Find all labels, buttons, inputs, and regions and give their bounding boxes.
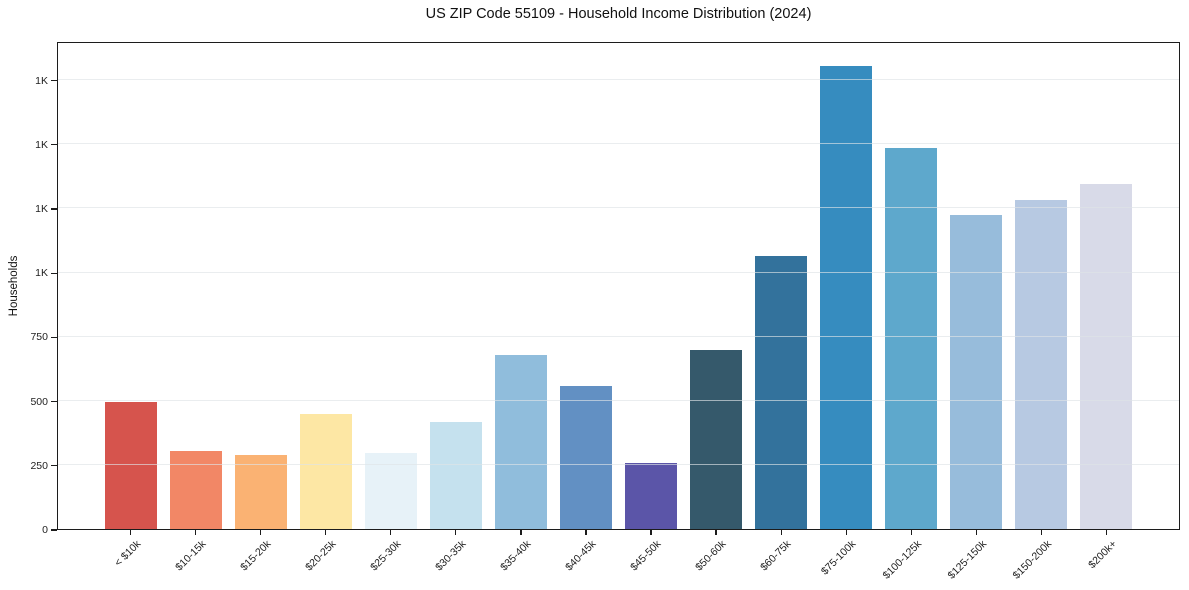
- x-tick-mark: [780, 530, 782, 535]
- x-tick-mark: [260, 530, 262, 535]
- bar-10: [689, 349, 742, 529]
- bar-slot: [294, 43, 359, 529]
- y-tick-label: 1K: [35, 267, 48, 280]
- y-tick-mark: [51, 465, 57, 467]
- bar-slot: [748, 43, 813, 529]
- bar-slot: [1073, 43, 1138, 529]
- x-tick-label: $125-150k: [945, 538, 989, 582]
- y-tick-label: 750: [30, 331, 48, 344]
- x-tick-label: $30-35k: [432, 538, 469, 574]
- x-tick-mark: [194, 530, 197, 535]
- y-tick-label: 1K: [35, 138, 48, 151]
- x-tick-label: $35-40k: [498, 538, 534, 574]
- y-axis-label: Households: [8, 255, 20, 317]
- bar-8: [560, 385, 613, 529]
- y-tick-mark: [51, 79, 57, 82]
- x-tick-label: $40-45k: [563, 538, 599, 574]
- bar-slot: [424, 43, 489, 529]
- x-tick-label: $50-60k: [693, 538, 729, 574]
- bar-11: [754, 255, 807, 529]
- x-tick-mark: [455, 530, 457, 535]
- y-tick-label: 500: [30, 395, 48, 408]
- bar-5: [365, 452, 418, 529]
- bar-slot: [619, 43, 684, 529]
- bar-slot: [943, 43, 1008, 529]
- bar-slot: [359, 43, 424, 529]
- x-tick-mark: [520, 530, 522, 535]
- bar-4: [300, 414, 353, 529]
- bar-1: [105, 401, 158, 529]
- x-tick-label: $60-75k: [758, 538, 794, 574]
- bar-15: [1014, 200, 1067, 529]
- x-tick-mark: [129, 530, 132, 535]
- bar-slot: [554, 43, 619, 529]
- x-tick-mark: [585, 530, 587, 535]
- chart-title: US ZIP Code 55109 - Household Income Dis…: [425, 6, 812, 22]
- x-tick-mark: [910, 530, 912, 535]
- y-tick-mark: [51, 144, 57, 146]
- x-tick-label: < $10k: [111, 538, 143, 569]
- plot-area: [57, 42, 1180, 530]
- bars-row: [58, 43, 1179, 529]
- bar-slot: [683, 43, 748, 529]
- bar-9: [624, 463, 677, 529]
- y-tick-label: 250: [30, 459, 48, 472]
- x-tick-label: $200k+: [1085, 538, 1119, 572]
- y-tick-label: 0: [42, 524, 48, 536]
- bar-slot: [489, 43, 554, 529]
- x-tick-mark: [325, 530, 327, 535]
- y-tick-label: 1K: [35, 74, 48, 87]
- x-tick-mark: [845, 530, 847, 535]
- x-tick-label: $75-100k: [819, 538, 859, 578]
- bar-13: [884, 147, 937, 529]
- y-tick-mark: [51, 529, 57, 531]
- x-tick-label: $20-25k: [302, 538, 339, 574]
- x-tick-mark: [715, 530, 717, 535]
- x-tick-mark: [1040, 530, 1043, 535]
- bar-3: [235, 455, 288, 529]
- x-tick-mark: [390, 530, 392, 535]
- x-tick-mark: [650, 530, 652, 535]
- bar-slot: [813, 43, 878, 529]
- x-tick-mark: [975, 530, 977, 535]
- bar-14: [949, 214, 1002, 529]
- bar-7: [495, 354, 548, 529]
- x-tick-label: $150-200k: [1010, 538, 1054, 582]
- x-tick-label: $25-30k: [367, 538, 404, 574]
- bar-12: [819, 66, 872, 529]
- bar-2: [170, 450, 223, 529]
- y-tick-label: 1K: [35, 202, 48, 215]
- bar-slot: [99, 43, 164, 529]
- bar-6: [430, 422, 483, 529]
- x-tick-mark: [1105, 530, 1108, 535]
- x-tick-label: $10-15k: [172, 538, 209, 574]
- x-tick-label: $45-50k: [628, 538, 664, 574]
- y-tick-mark: [51, 336, 57, 339]
- x-tick-label: $100-125k: [880, 538, 924, 582]
- y-tick-mark: [51, 400, 57, 403]
- y-tick-mark: [51, 272, 57, 274]
- bar-slot: [878, 43, 943, 529]
- bar-slot: [1008, 43, 1073, 529]
- bar-slot: [229, 43, 294, 529]
- bar-16: [1079, 184, 1132, 529]
- bar-slot: [164, 43, 229, 529]
- x-tick-label: $15-20k: [237, 538, 274, 574]
- y-tick-mark: [51, 208, 57, 210]
